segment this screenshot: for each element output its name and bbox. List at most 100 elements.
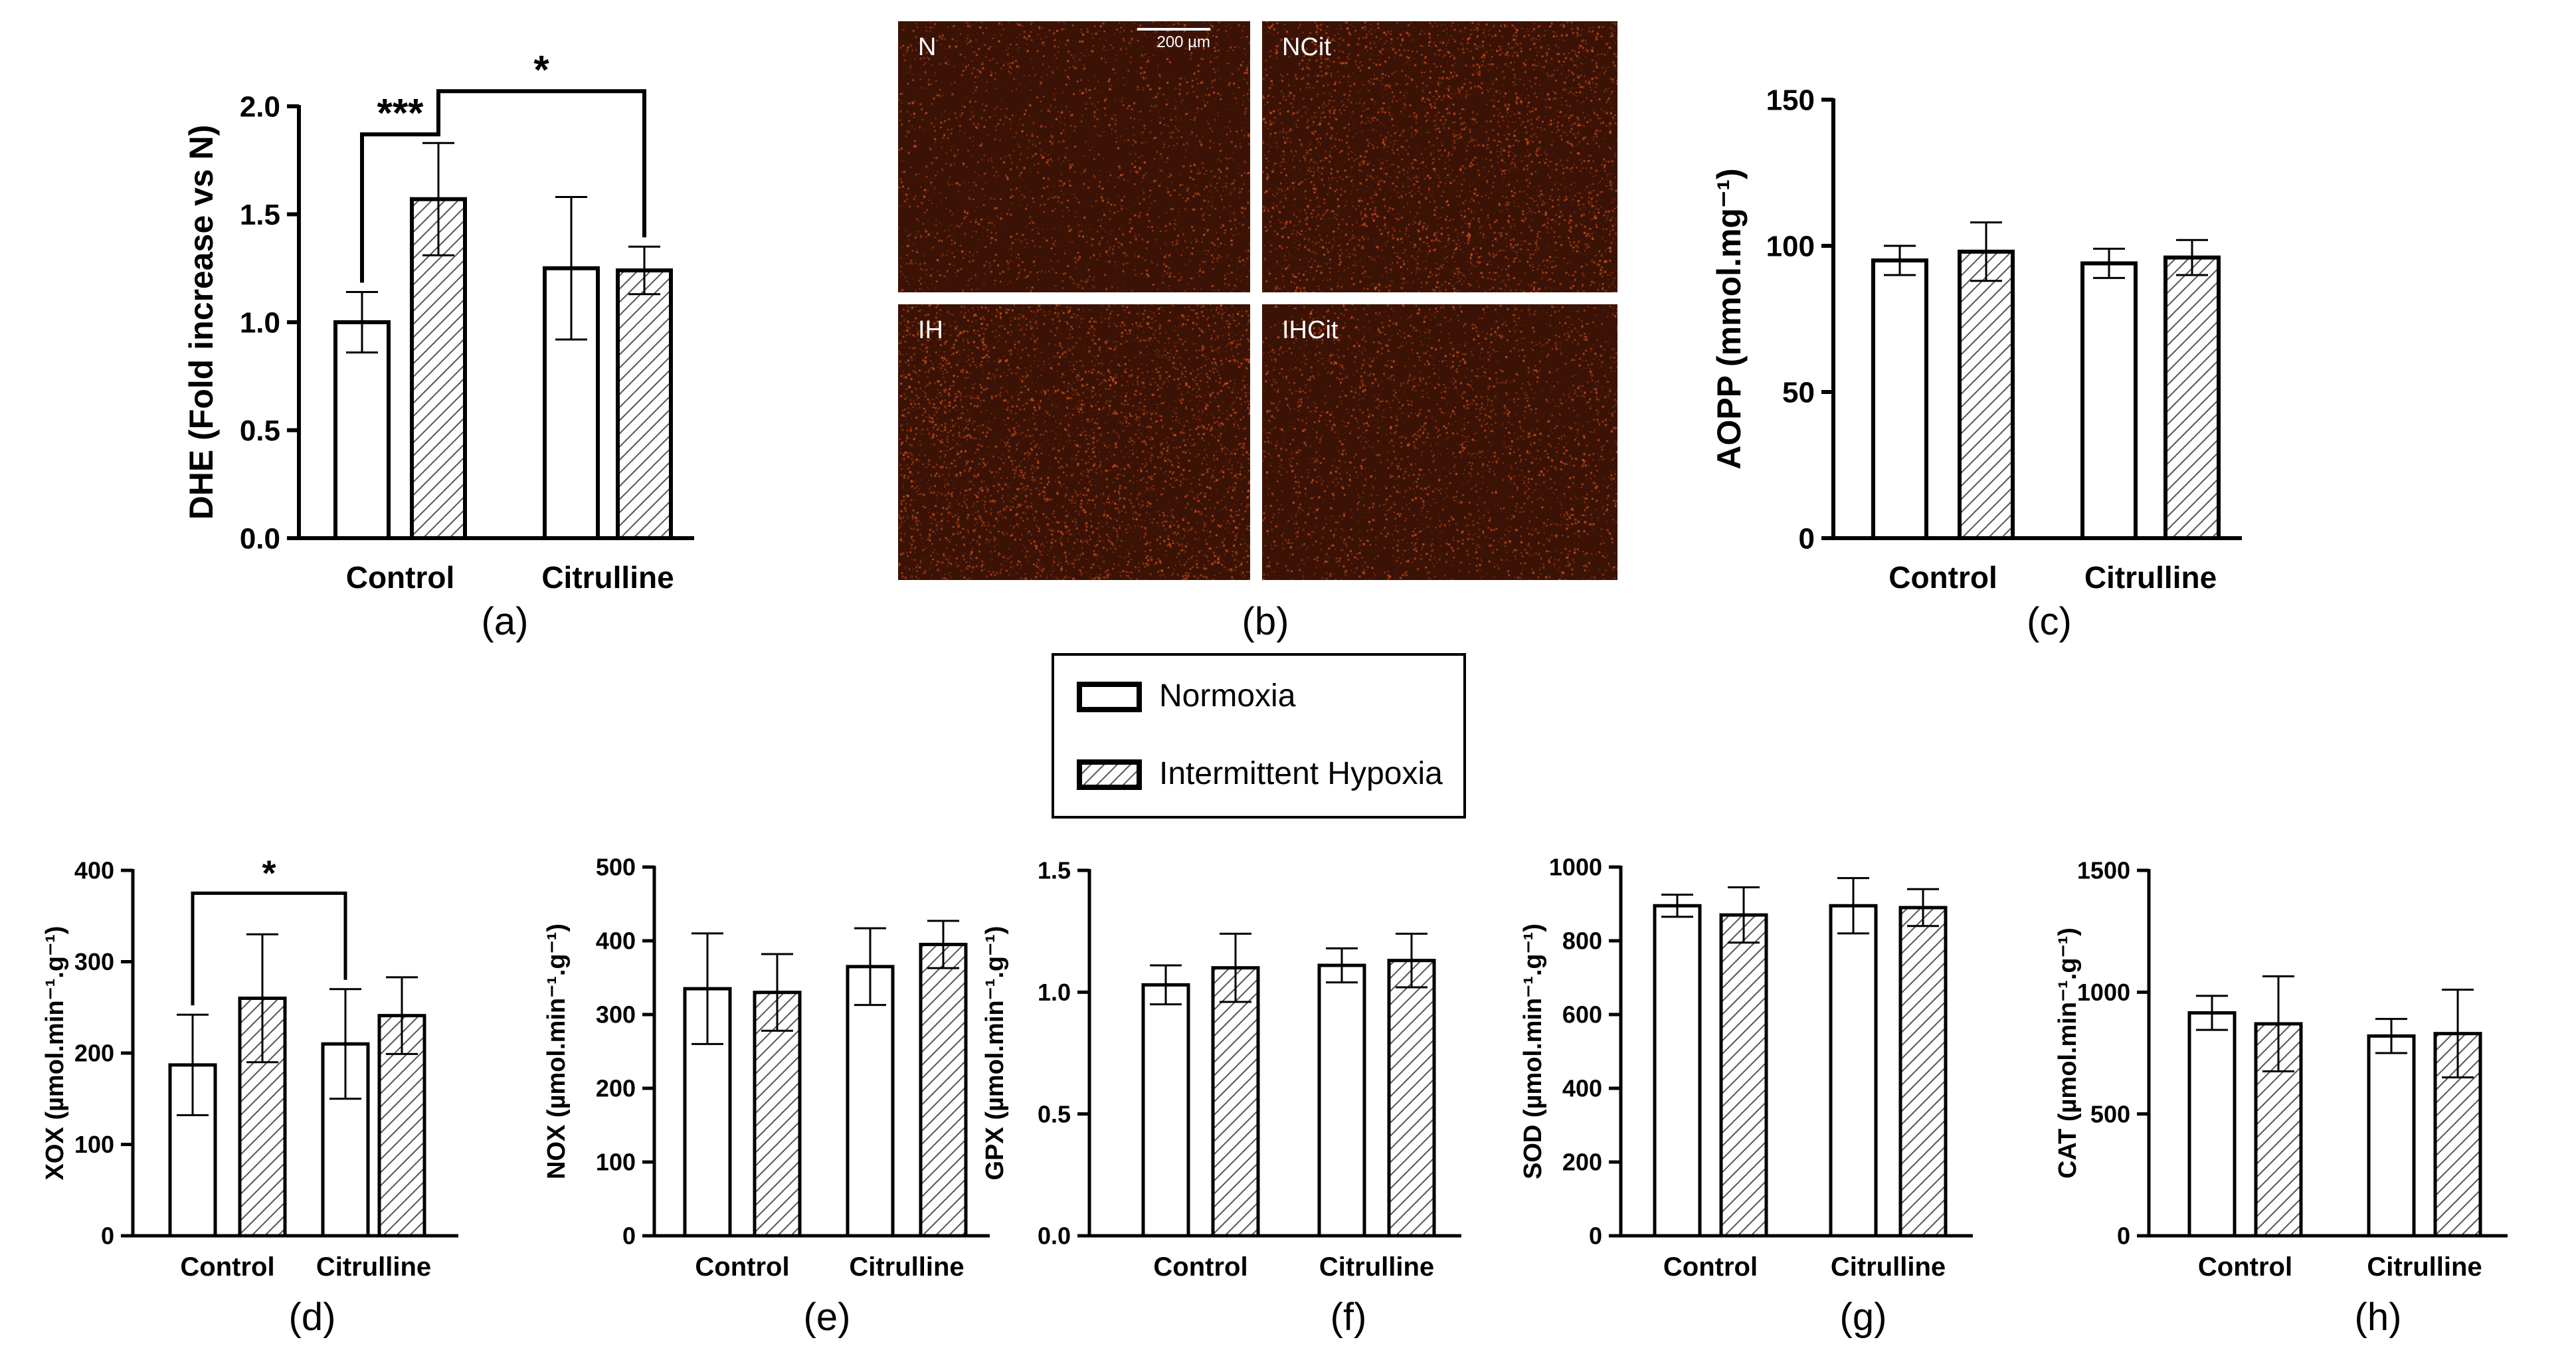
x-tick-label: Citrulline xyxy=(316,1252,431,1282)
significance-bracket xyxy=(191,891,347,1006)
chart-a: 0.0 0.5 1.0 1.5 2.0 DHE (Fold increase vs N) C… xyxy=(183,47,694,643)
y-tick-label: 2.0 xyxy=(240,90,280,123)
chart-h: 0 500 1000 1500 CAT (µmol.min⁻¹.g⁻¹) Control C… xyxy=(2054,857,2508,1339)
scale-bar-label: 200 µm xyxy=(1156,33,1210,51)
micrograph-image xyxy=(1262,21,1617,292)
panel-label-c: (c) xyxy=(2027,600,2072,643)
y-tick-label: 0 xyxy=(1799,522,1815,555)
x-tick-label: Control xyxy=(180,1252,274,1282)
y-tick-label: 1.0 xyxy=(1038,979,1071,1006)
micrograph-ihcit: IHCit xyxy=(1262,304,1617,580)
y-axis-label: NOX (µmol.min⁻¹.g⁻¹) xyxy=(543,924,571,1179)
y-tick-label: 0.0 xyxy=(240,522,280,555)
y-tick-label: 600 xyxy=(1562,1001,1602,1028)
y-axis-label: XOX (µmol.min⁻¹.g⁻¹) xyxy=(41,926,69,1181)
y-tick-label: 1000 xyxy=(2077,979,2130,1006)
y-tick-label: 500 xyxy=(2090,1100,2130,1127)
micrograph-label-ih: IH xyxy=(918,316,943,344)
y-tick-label: 0 xyxy=(622,1222,636,1250)
chart-g: 0 200 400 600 800 1000 SOD (µmol.min⁻¹.g⁻¹) Con… xyxy=(1519,854,1973,1339)
bar-normoxia-citrulline xyxy=(2367,1034,2416,1238)
significance-label: * xyxy=(533,47,549,92)
y-tick-label: 800 xyxy=(1562,927,1602,955)
y-tick-label: 400 xyxy=(596,927,636,955)
bar-intermittent-hypoxia-citrulline xyxy=(616,268,673,540)
bar-intermittent-hypoxia-control xyxy=(1958,249,2015,540)
legend-frame xyxy=(1052,653,1466,819)
bar-normoxia-citrulline xyxy=(1317,963,1366,1238)
panel-label-h: (h) xyxy=(2355,1296,2402,1339)
y-tick-label: 0 xyxy=(1589,1222,1602,1250)
y-tick-label: 0 xyxy=(101,1222,114,1250)
micrograph-image xyxy=(1262,304,1617,580)
micrograph-image xyxy=(898,21,1250,292)
micrograph-n: N 200 µm xyxy=(898,21,1250,292)
x-tick-label: Citrulline xyxy=(541,560,674,595)
y-axis-label: AOPP (mmol.mg⁻¹) xyxy=(1710,168,1748,469)
x-tick-label: Control xyxy=(346,560,455,595)
micrograph-label-n: N xyxy=(918,33,937,61)
bar-intermittent-hypoxia-citrulline xyxy=(919,943,968,1238)
x-tick-label: Control xyxy=(695,1252,789,1282)
bar-normoxia-control xyxy=(1141,983,1190,1238)
y-tick-label: 1.5 xyxy=(240,199,280,231)
legend: Normoxia Intermittent Hypoxia xyxy=(1052,653,1466,819)
chart-c: 0 50 100 150 AOPP (mmol.mg⁻¹) Control Citrulli… xyxy=(1710,84,2242,643)
y-tick-label: 0.0 xyxy=(1038,1222,1071,1250)
y-axis-label: SOD (µmol.min⁻¹.g⁻¹) xyxy=(1519,924,1547,1179)
y-tick-label: 200 xyxy=(1562,1149,1602,1176)
y-tick-label: 50 xyxy=(1782,376,1815,409)
panel-label-b: (b) xyxy=(1242,600,1289,643)
y-tick-label: 1.0 xyxy=(240,306,280,339)
bar-normoxia-control xyxy=(1653,904,1702,1238)
panel-label-g: (g) xyxy=(1840,1296,1887,1339)
y-tick-label: 400 xyxy=(74,857,114,884)
legend-label-intermittent-hypoxia: Intermittent Hypoxia xyxy=(1159,756,1443,791)
x-tick-label: Citrulline xyxy=(2084,560,2217,595)
y-tick-label: 1.5 xyxy=(1038,857,1071,884)
y-tick-label: 400 xyxy=(1562,1075,1602,1102)
legend-swatch-normoxia xyxy=(1077,682,1142,712)
y-tick-label: 0.5 xyxy=(240,415,280,447)
significance-label: *** xyxy=(377,90,424,135)
micrograph-label-ncit: NCit xyxy=(1282,33,1331,61)
y-axis-label: CAT (µmol.min⁻¹.g⁻¹) xyxy=(2054,927,2082,1179)
bar-intermittent-hypoxia-control xyxy=(1211,966,1260,1238)
x-tick-label: Control xyxy=(1888,560,1997,595)
micrograph-ih: IH xyxy=(898,304,1250,580)
chart-d: 0 100 200 300 400 XOX (µmol.min⁻¹.g⁻¹) Control… xyxy=(41,853,458,1339)
bar-normoxia-control xyxy=(2187,1011,2237,1238)
significance-bracket xyxy=(436,89,646,238)
y-tick-label: 100 xyxy=(74,1131,114,1158)
micrograph-ncit: NCit xyxy=(1262,21,1617,292)
x-tick-label: Control xyxy=(2198,1252,2292,1282)
y-axis-label: GPX (µmol.min⁻¹.g⁻¹) xyxy=(981,926,1009,1181)
y-tick-label: 200 xyxy=(596,1075,636,1102)
x-tick-label: Citrulline xyxy=(2367,1252,2482,1282)
y-tick-label: 300 xyxy=(74,948,114,975)
bar-normoxia-control xyxy=(333,320,391,540)
y-tick-label: 200 xyxy=(74,1040,114,1067)
y-tick-label: 100 xyxy=(1766,230,1815,262)
bar-intermittent-hypoxia-citrulline xyxy=(2163,255,2221,540)
bar-intermittent-hypoxia-citrulline xyxy=(1898,906,1948,1238)
significance-label: * xyxy=(262,853,276,893)
bar-intermittent-hypoxia-citrulline xyxy=(1387,959,1436,1238)
bar-normoxia-citrulline xyxy=(1829,904,1878,1238)
panel-label-a: (a) xyxy=(482,600,529,643)
y-tick-label: 1500 xyxy=(2077,857,2130,884)
chart-f: 0.0 0.5 1.0 1.5 GPX (µmol.min⁻¹.g⁻¹) Control C… xyxy=(981,857,1461,1339)
y-axis-label: DHE (Fold increase vs N) xyxy=(183,125,220,520)
micrograph-label-ihcit: IHCit xyxy=(1282,316,1338,344)
scale-bar xyxy=(1137,28,1210,31)
y-tick-label: 500 xyxy=(596,854,636,881)
x-tick-label: Control xyxy=(1663,1252,1758,1282)
x-tick-label: Citrulline xyxy=(1831,1252,1946,1282)
panel-label-d: (d) xyxy=(289,1296,336,1339)
y-tick-label: 100 xyxy=(596,1149,636,1176)
y-tick-label: 150 xyxy=(1766,84,1815,116)
bar-normoxia-citrulline xyxy=(2080,261,2138,540)
x-tick-label: Citrulline xyxy=(1319,1252,1434,1282)
panel-label-e: (e) xyxy=(804,1296,851,1339)
